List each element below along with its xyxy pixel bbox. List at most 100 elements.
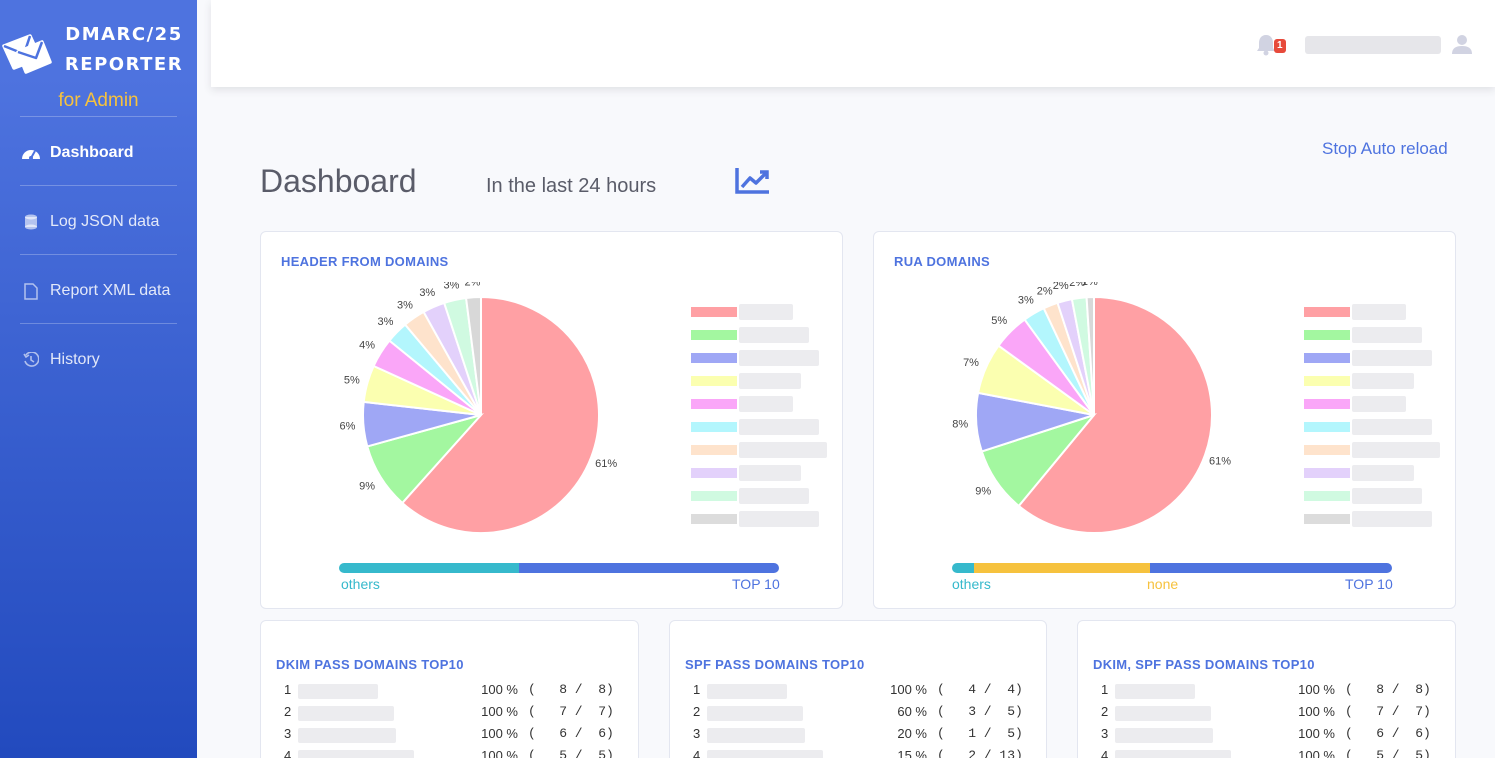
list-item[interactable]: 1 100 % ( 8 / 8) <box>284 682 629 702</box>
legend-swatch <box>691 307 737 317</box>
pie-slice-label: 2% <box>465 282 481 288</box>
legend-swatch <box>691 399 737 409</box>
sidebar-item-label: Dashboard <box>50 144 134 161</box>
legend-swatch <box>691 422 737 432</box>
rank-number: 2 <box>693 704 701 719</box>
legend-swatch <box>1304 399 1350 409</box>
page-title: Dashboard <box>260 163 417 199</box>
brand-subtitle: for Admin <box>58 90 139 111</box>
pass-fraction: ( 1 / 5) <box>937 726 1023 741</box>
pass-percentage: 60 % <box>897 704 927 719</box>
legend-label-redacted <box>739 419 819 435</box>
list-item[interactable]: 4 15 % ( 2 / 13) <box>693 748 1038 758</box>
pass-fraction: ( 6 / 6) <box>528 726 614 741</box>
pie-slice-label: 61% <box>595 458 617 470</box>
rank-number: 1 <box>693 682 701 697</box>
header-from-domains-card: HEADER FROM DOMAINS 61% 9% 6% 5% 4% 3% 3% 3% 3% 2… <box>260 231 843 609</box>
tachometer-icon <box>20 144 42 162</box>
pie-slice-label: 7% <box>963 357 979 369</box>
topbar: 1 <box>211 0 1495 87</box>
pie-slice-label: 2% <box>1053 282 1069 292</box>
envelopes-logo-icon <box>2 34 52 74</box>
sidebar-item-report-xml[interactable]: Report XML data <box>20 276 190 306</box>
pie-slice[interactable] <box>1085 295 1095 416</box>
list-item[interactable]: 4 100 % ( 5 / 5) <box>1101 748 1446 758</box>
pass-percentage: 100 % <box>1298 726 1335 741</box>
sidebar-item-log-json[interactable]: Log JSON data <box>20 207 190 237</box>
legend-swatch <box>691 376 737 386</box>
sidebar-divider <box>20 116 177 117</box>
pie-slice-label: 2% <box>1037 285 1053 297</box>
pie-slice-label: 5% <box>991 315 1007 327</box>
file-icon <box>20 282 42 300</box>
brand[interactable]: DMARC/25 REPORTER <box>0 10 197 90</box>
sidebar-item-dashboard[interactable]: Dashboard <box>20 138 190 168</box>
pie-slice[interactable] <box>464 295 482 416</box>
pass-fraction: ( 3 / 5) <box>937 704 1023 719</box>
legend-label-redacted <box>1352 350 1432 366</box>
period-label: In the last 24 hours <box>486 175 657 197</box>
bell-icon[interactable] <box>1255 33 1277 57</box>
domain-redacted <box>707 728 805 743</box>
legend-swatch <box>1304 353 1350 363</box>
pie-slice[interactable] <box>1017 295 1213 534</box>
pie-slice-label: 4% <box>359 339 375 351</box>
chart-line-icon[interactable] <box>735 166 771 196</box>
pie-slice-label: 61% <box>1209 455 1231 467</box>
pass-percentage: 100 % <box>1298 704 1335 719</box>
domain-redacted <box>298 706 394 721</box>
pie-slice-label: 6% <box>339 421 355 433</box>
domain-redacted <box>298 684 378 699</box>
list-item[interactable]: 2 60 % ( 3 / 5) <box>693 704 1038 724</box>
sidebar-item-history[interactable]: History <box>20 345 190 375</box>
pie-slice[interactable] <box>400 295 600 534</box>
list-item[interactable]: 3 100 % ( 6 / 6) <box>1101 726 1446 746</box>
pass-fraction: ( 7 / 7) <box>528 704 614 719</box>
bar-label-top10: TOP 10 <box>732 576 780 592</box>
list-item[interactable]: 3 100 % ( 6 / 6) <box>284 726 629 746</box>
legend-label-redacted <box>1352 419 1432 435</box>
brand-line-2: REPORTER <box>64 54 184 75</box>
header-from-pie-chart[interactable]: 61%9%6%5%4%3%3%3%3% 2% <box>301 282 701 552</box>
pie-slice-label: 3% <box>419 287 435 299</box>
list-item[interactable]: 2 100 % ( 7 / 7) <box>1101 704 1446 724</box>
legend-swatch <box>691 491 737 501</box>
top10-ratio-bar <box>952 563 1392 573</box>
pass-percentage: 100 % <box>481 726 518 741</box>
legend-label-redacted <box>739 304 793 320</box>
brand-line-1: DMARC/25 <box>65 24 183 45</box>
domain-redacted <box>707 750 823 758</box>
domain-redacted <box>298 728 396 743</box>
legend-label-redacted <box>739 511 819 527</box>
legend-label-redacted <box>739 396 793 412</box>
pass-percentage: 100 % <box>481 748 518 758</box>
list-item[interactable]: 1 100 % ( 8 / 8) <box>1101 682 1446 702</box>
stop-auto-reload-link[interactable]: Stop Auto reload <box>1322 139 1448 158</box>
pass-percentage: 15 % <box>897 748 927 758</box>
legend-label-redacted <box>739 465 801 481</box>
legend-label-redacted <box>1352 327 1422 343</box>
rua-pie-chart[interactable]: 61%9%8%7%5%3%2% 2% 2%1% <box>914 282 1314 552</box>
pie-slice-label: 8% <box>952 418 968 430</box>
sidebar-divider <box>20 185 177 186</box>
user-icon[interactable] <box>1451 33 1473 55</box>
rank-number: 3 <box>284 726 292 741</box>
list-item[interactable]: 4 100 % ( 5 / 5) <box>284 748 629 758</box>
pass-fraction: ( 5 / 5) <box>1345 748 1431 758</box>
rank-number: 2 <box>284 704 292 719</box>
pass-percentage: 20 % <box>897 726 927 741</box>
list-item[interactable]: 3 20 % ( 1 / 5) <box>693 726 1038 746</box>
user-name[interactable] <box>1305 36 1441 54</box>
dkim-pass-card: DKIM PASS DOMAINS TOP10 1 100 % ( 8 / 8) 2 1… <box>260 620 639 758</box>
rua-domains-card: RUA DOMAINS 61% 9% 8% 7% 5% 3% 2% 2% 2% 1% others… <box>873 231 1456 609</box>
list-item[interactable]: 2 100 % ( 7 / 7) <box>284 704 629 724</box>
pass-fraction: ( 2 / 13) <box>937 748 1023 758</box>
list-item[interactable]: 1 100 % ( 4 / 4) <box>693 682 1038 702</box>
pass-percentage: 100 % <box>481 704 518 719</box>
domain-redacted <box>1115 750 1231 758</box>
domain-redacted <box>298 750 414 758</box>
rank-number: 3 <box>693 726 701 741</box>
legend-swatch <box>1304 445 1350 455</box>
legend-label-redacted <box>1352 304 1406 320</box>
domain-redacted <box>1115 706 1211 721</box>
